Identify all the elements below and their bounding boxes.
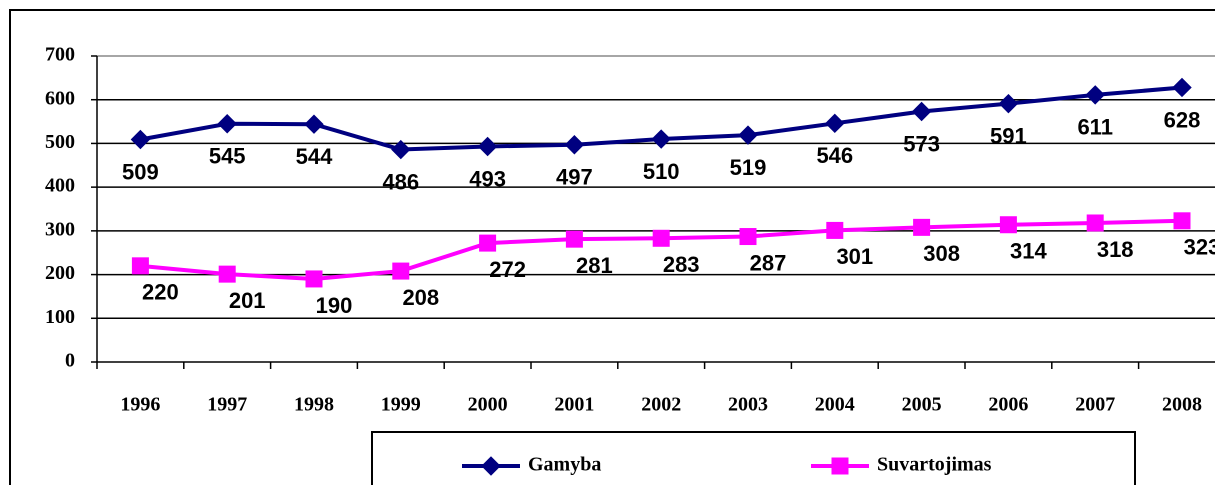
data-label: 208 bbox=[402, 285, 439, 310]
point bbox=[479, 234, 497, 252]
point bbox=[131, 257, 149, 275]
point bbox=[739, 228, 757, 246]
x-tick-label: 2007 bbox=[1075, 394, 1115, 416]
point bbox=[130, 129, 151, 150]
data-label: 519 bbox=[730, 155, 767, 180]
x-tick-label: 2000 bbox=[468, 394, 508, 416]
data-label: 283 bbox=[663, 252, 700, 277]
data-label: 308 bbox=[923, 241, 960, 266]
point bbox=[1086, 214, 1104, 232]
data-label: 301 bbox=[836, 244, 873, 269]
x-tick-label: 1999 bbox=[381, 394, 421, 416]
point bbox=[1085, 85, 1105, 105]
point bbox=[911, 101, 932, 122]
data-label: 544 bbox=[296, 144, 333, 169]
x-tick-label: 1997 bbox=[207, 394, 247, 416]
point bbox=[998, 93, 1019, 114]
point bbox=[1173, 212, 1191, 230]
data-label: 573 bbox=[903, 131, 940, 156]
data-label: 314 bbox=[1010, 239, 1047, 264]
y-tick-label: 200 bbox=[45, 262, 75, 284]
y-tick-label: 700 bbox=[45, 44, 75, 66]
y-tick-label: 500 bbox=[45, 131, 75, 153]
point bbox=[564, 135, 585, 155]
legend-marker bbox=[481, 456, 501, 476]
point bbox=[391, 139, 411, 160]
y-tick-label: 300 bbox=[45, 218, 75, 240]
point bbox=[305, 270, 323, 288]
data-label: 497 bbox=[556, 165, 593, 190]
chart-border bbox=[9, 9, 1215, 485]
x-tick-label: 2006 bbox=[988, 394, 1028, 416]
point bbox=[1172, 77, 1192, 98]
data-label: 591 bbox=[990, 123, 1027, 148]
point bbox=[477, 136, 498, 157]
data-label: 486 bbox=[382, 169, 419, 194]
data-label: 190 bbox=[316, 293, 353, 318]
legend-box bbox=[371, 431, 1136, 485]
point bbox=[651, 129, 671, 149]
data-label: 220 bbox=[142, 280, 179, 305]
y-tick-label: 600 bbox=[45, 87, 75, 109]
data-label: 545 bbox=[209, 144, 246, 169]
point bbox=[304, 114, 324, 134]
data-label: 509 bbox=[122, 159, 159, 184]
legend-label: Suvartojimas bbox=[877, 454, 992, 476]
data-label: 201 bbox=[229, 288, 266, 313]
data-label: 287 bbox=[750, 250, 787, 275]
legend-label: Gamyba bbox=[528, 454, 601, 476]
data-label: 272 bbox=[489, 257, 526, 282]
x-tick-label: 2001 bbox=[554, 394, 594, 416]
y-tick-label: 400 bbox=[45, 175, 75, 197]
x-tick-label: 2005 bbox=[902, 394, 942, 416]
data-label: 546 bbox=[816, 143, 853, 168]
point bbox=[825, 113, 845, 134]
y-tick-label: 100 bbox=[45, 306, 75, 328]
point bbox=[392, 262, 410, 280]
point bbox=[218, 265, 236, 283]
point bbox=[999, 216, 1017, 234]
point bbox=[652, 229, 670, 247]
x-tick-label: 2004 bbox=[815, 394, 855, 416]
data-label: 510 bbox=[643, 159, 680, 184]
point bbox=[826, 221, 844, 239]
x-tick-label: 2008 bbox=[1162, 394, 1202, 416]
point bbox=[217, 114, 237, 134]
data-label: 493 bbox=[469, 166, 506, 191]
data-label: 281 bbox=[576, 253, 613, 278]
y-tick-label: 0 bbox=[65, 350, 75, 372]
x-tick-label: 2003 bbox=[728, 394, 768, 416]
point bbox=[565, 230, 583, 248]
point bbox=[913, 218, 931, 236]
x-tick-label: 1996 bbox=[120, 394, 160, 416]
legend-marker bbox=[831, 457, 849, 475]
x-tick-label: 2002 bbox=[641, 394, 681, 416]
data-label: 611 bbox=[1077, 115, 1113, 140]
data-label: 318 bbox=[1097, 237, 1134, 262]
data-label: 628 bbox=[1164, 107, 1201, 132]
data-label: 323 bbox=[1184, 235, 1215, 260]
x-tick-label: 1998 bbox=[294, 394, 334, 416]
point bbox=[738, 125, 758, 145]
